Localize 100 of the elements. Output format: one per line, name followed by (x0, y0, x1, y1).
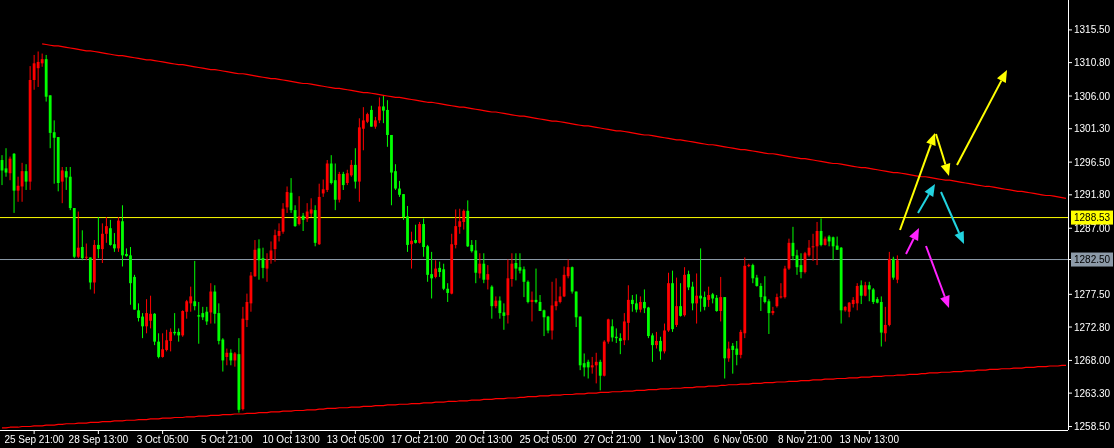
x-tick-label: 13 Nov 13:00 (839, 434, 900, 445)
candlestick (618, 332, 622, 355)
candlestick (60, 166, 64, 204)
candlestick (442, 263, 446, 291)
candlestick (759, 282, 763, 312)
candlestick (855, 282, 859, 311)
candlestick (64, 166, 68, 191)
candlestick (707, 286, 711, 308)
y-tick-label: 1291.80 (1074, 189, 1111, 201)
candlestick (137, 302, 140, 322)
x-tick-label: 27 Oct 21:00 (583, 434, 642, 445)
x-tick-label: 8 Nov 21:00 (778, 434, 833, 445)
candlestick (197, 301, 201, 345)
candlestick (771, 306, 775, 316)
candlestick (109, 219, 112, 247)
y-tick-label: 1268.00 (1074, 354, 1111, 366)
candlestick (410, 231, 413, 270)
candlestick (719, 276, 723, 322)
candlestick (643, 288, 646, 314)
candlestick (731, 342, 735, 375)
candlestick (498, 295, 502, 320)
y-tick-label: 1272.80 (1074, 321, 1111, 333)
x-tick-label: 6 Nov 05:00 (713, 434, 769, 445)
candlestick (462, 208, 466, 231)
x-tick-label: 25 Sep 21:00 (4, 434, 65, 445)
candlestick (193, 260, 197, 311)
candlestick (309, 197, 313, 218)
y-tick-label: 1306.00 (1074, 90, 1111, 102)
y-tick-label: 1287.00 (1074, 222, 1111, 234)
candlestick (895, 254, 899, 284)
candlestick (209, 282, 213, 325)
candlestick (341, 171, 345, 191)
y-tick-label: 1258.50 (1074, 421, 1111, 433)
x-tick-label: 10 Oct 13:00 (262, 434, 321, 445)
candlestick (157, 332, 160, 359)
candlestick (883, 306, 887, 343)
candlestick (490, 284, 494, 320)
candlestick (486, 264, 490, 290)
candlestick (867, 281, 871, 302)
candlestick (606, 318, 610, 345)
candlestick (434, 259, 438, 279)
candlestick (353, 147, 357, 190)
candlestick (96, 216, 100, 259)
candlestick (229, 348, 233, 366)
candlestick (751, 263, 755, 284)
candlestick (679, 282, 682, 318)
candlestick (76, 211, 80, 259)
x-tick-label: 20 Oct 13:00 (455, 434, 513, 445)
y-tick-label: 1315.50 (1074, 24, 1111, 36)
candlestick (369, 105, 373, 128)
candlestick (161, 332, 165, 359)
candlestick (24, 163, 28, 191)
candlestick (474, 239, 478, 284)
x-tick-label: 3 Oct 05:00 (136, 434, 189, 445)
candlestick (189, 286, 193, 313)
candlestick (104, 216, 108, 244)
candlestick (301, 212, 305, 232)
candlestick (735, 340, 739, 366)
candlestick (675, 277, 678, 328)
candlestick (691, 281, 694, 311)
y-tick-label: 1296.50 (1074, 156, 1111, 168)
candlestick (169, 327, 173, 352)
candlestick (145, 298, 148, 334)
y-tick-label: 1301.30 (1074, 123, 1111, 135)
candlestick (478, 252, 482, 279)
x-tick-label: 13 Oct 05:00 (326, 434, 385, 445)
candlestick (727, 341, 731, 363)
candlestick (233, 351, 237, 368)
candlestick (695, 272, 699, 325)
candlestick (414, 224, 417, 245)
candlestick (634, 293, 638, 313)
x-tick-label: 1 Nov 13:00 (649, 434, 704, 445)
candlestick (494, 295, 498, 309)
x-tick-label: 17 Oct 21:00 (390, 434, 449, 445)
candlestick (446, 282, 450, 303)
candlestick (36, 50, 40, 88)
candlestick (659, 336, 662, 361)
x-tick-label: 5 Oct 21:00 (201, 434, 254, 445)
y-tick-label: 1277.50 (1074, 288, 1111, 300)
candlestick (482, 252, 486, 284)
ref-line-label: 1282.50 (1074, 254, 1111, 266)
candlestick (418, 221, 421, 245)
candlestick (663, 323, 666, 354)
candlestick (205, 306, 209, 326)
candlestick (113, 232, 116, 253)
candlestick (149, 295, 152, 329)
x-tick-label: 28 Sep 13:00 (68, 434, 129, 445)
candlestick (703, 291, 707, 311)
candlestick (687, 270, 690, 291)
candlestick (100, 222, 104, 264)
candlestick (305, 202, 309, 223)
candlestick (378, 96, 381, 124)
candlestick (297, 195, 301, 226)
x-tick-label: 25 Oct 05:00 (519, 434, 578, 445)
candlestick (594, 352, 598, 384)
candlestick (626, 284, 630, 341)
candlestick (586, 359, 590, 380)
candlestick (141, 312, 144, 339)
candlestick (610, 318, 614, 343)
line-series (41, 43, 1067, 199)
